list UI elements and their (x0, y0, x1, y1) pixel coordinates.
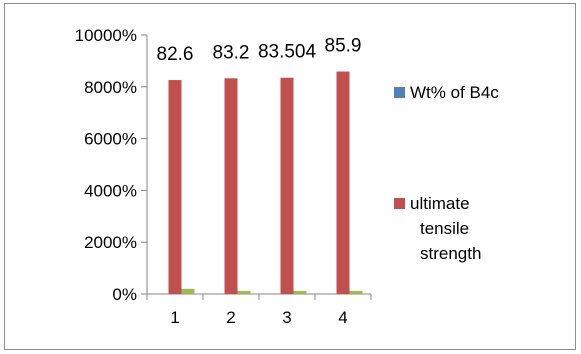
bar-s3-c2 (237, 290, 251, 294)
bar-s2-c3 (280, 77, 294, 294)
bar-s3-c3 (293, 290, 307, 294)
data-label: 85.9 (325, 36, 362, 57)
bar-s2-c2 (224, 78, 238, 294)
x-tick-label: 2 (226, 308, 235, 327)
legend-label: Wt% of B4c (410, 83, 499, 102)
y-tick-label: 8000% (84, 78, 137, 97)
legend-label: strength (420, 244, 481, 263)
x-tick-label: 1 (170, 308, 179, 327)
x-tick-label: 4 (338, 308, 347, 327)
bar-s2-c4 (336, 71, 350, 294)
legend-swatch (394, 87, 405, 98)
legend-label: tensile (420, 219, 469, 238)
y-tick-label: 6000% (84, 130, 137, 149)
y-tick-label: 4000% (84, 181, 137, 200)
legend-label: ultimate (410, 194, 470, 213)
bar-s3-c4 (349, 290, 363, 294)
bar-s2-c1 (168, 80, 182, 294)
y-tick-label: 0% (112, 285, 137, 304)
x-tick-label: 3 (282, 308, 291, 327)
data-label: 82.6 (157, 44, 194, 65)
y-tick-label: 10000% (75, 26, 137, 45)
data-label: 83.2 (213, 42, 250, 63)
data-label: 83.504 (258, 42, 317, 63)
y-tick-label: 2000% (84, 233, 137, 252)
bar-s3-c1 (181, 288, 195, 294)
legend-swatch (394, 198, 405, 209)
